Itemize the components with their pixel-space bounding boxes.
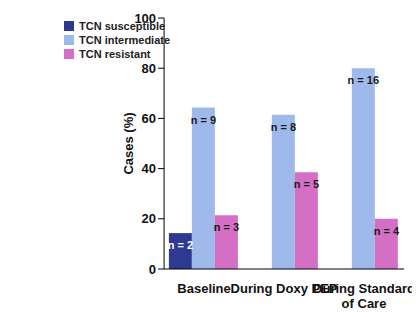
svg-text:n = 4: n = 4 <box>374 225 400 237</box>
svg-text:80: 80 <box>142 61 156 76</box>
svg-text:n = 5: n = 5 <box>294 178 319 190</box>
svg-text:60: 60 <box>142 111 156 126</box>
svg-text:Cases (%): Cases (%) <box>121 112 136 174</box>
svg-text:n = 16: n = 16 <box>348 74 380 86</box>
svg-text:During Standardof Care: During Standardof Care <box>313 281 412 309</box>
svg-text:n = 8: n = 8 <box>271 121 296 133</box>
svg-text:n = 3: n = 3 <box>214 221 239 233</box>
svg-text:40: 40 <box>142 161 156 176</box>
svg-text:100: 100 <box>134 11 156 26</box>
svg-text:n = 2: n = 2 <box>168 239 193 251</box>
svg-text:0: 0 <box>149 262 156 277</box>
svg-text:n = 9: n = 9 <box>191 114 216 126</box>
svg-text:20: 20 <box>142 211 156 226</box>
svg-text:Baseline: Baseline <box>177 281 230 296</box>
